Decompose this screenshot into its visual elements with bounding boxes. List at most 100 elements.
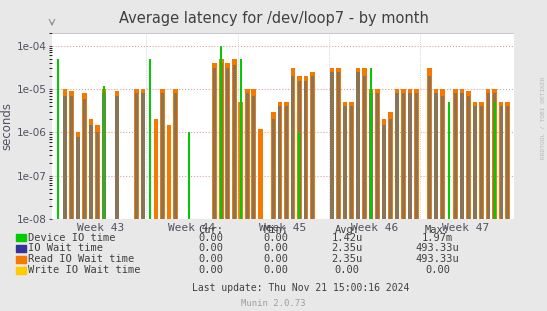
Bar bbox=[252, 89, 256, 219]
Bar bbox=[473, 102, 478, 219]
Bar bbox=[290, 68, 295, 219]
Bar bbox=[102, 93, 106, 219]
Bar bbox=[161, 93, 164, 219]
Bar bbox=[102, 89, 106, 219]
Bar bbox=[304, 76, 308, 219]
Bar bbox=[362, 68, 366, 219]
Bar bbox=[246, 93, 249, 219]
Bar bbox=[454, 93, 457, 219]
Bar bbox=[336, 68, 341, 219]
Bar bbox=[310, 72, 315, 219]
Text: 493.33u: 493.33u bbox=[416, 254, 459, 264]
Bar bbox=[382, 119, 386, 219]
Text: 0.00: 0.00 bbox=[198, 244, 223, 253]
Bar bbox=[297, 76, 301, 219]
Bar bbox=[467, 96, 470, 219]
Bar bbox=[173, 89, 178, 219]
Bar bbox=[284, 102, 289, 219]
Bar bbox=[311, 76, 314, 219]
Bar bbox=[291, 76, 294, 219]
Bar bbox=[427, 68, 432, 219]
Bar bbox=[213, 68, 217, 219]
Text: Write IO Wait time: Write IO Wait time bbox=[28, 265, 141, 275]
Text: Cur:: Cur: bbox=[198, 225, 223, 235]
Bar bbox=[344, 106, 347, 219]
Text: Read IO Wait time: Read IO Wait time bbox=[28, 254, 135, 264]
Bar bbox=[414, 89, 419, 219]
Bar bbox=[440, 89, 445, 219]
Text: 0.00: 0.00 bbox=[264, 244, 289, 253]
Bar bbox=[389, 119, 392, 219]
Bar bbox=[401, 89, 406, 219]
Bar bbox=[304, 81, 307, 219]
Bar bbox=[460, 89, 464, 219]
Text: 2.35u: 2.35u bbox=[331, 254, 363, 264]
Bar bbox=[428, 76, 431, 219]
Bar bbox=[232, 66, 236, 219]
Bar bbox=[298, 81, 301, 219]
Bar bbox=[63, 89, 67, 219]
Bar bbox=[375, 89, 380, 219]
Text: 0.00: 0.00 bbox=[198, 265, 223, 275]
Bar bbox=[434, 93, 438, 219]
Bar bbox=[220, 46, 222, 219]
Text: 0.00: 0.00 bbox=[425, 265, 450, 275]
Bar bbox=[226, 68, 229, 219]
Bar bbox=[154, 119, 159, 219]
Bar bbox=[492, 89, 497, 219]
Bar bbox=[461, 93, 464, 219]
Bar bbox=[252, 96, 255, 219]
Text: 0.00: 0.00 bbox=[198, 254, 223, 264]
Bar bbox=[69, 91, 74, 219]
Bar bbox=[409, 93, 412, 219]
Bar bbox=[363, 76, 366, 219]
Text: Avg:: Avg: bbox=[335, 225, 360, 235]
Text: Average latency for /dev/loop7 - by month: Average latency for /dev/loop7 - by mont… bbox=[119, 11, 428, 26]
Bar bbox=[474, 106, 477, 219]
Bar bbox=[141, 89, 146, 219]
Bar bbox=[70, 96, 73, 219]
Bar bbox=[188, 132, 190, 219]
Bar bbox=[89, 119, 94, 219]
Bar bbox=[298, 132, 300, 219]
Bar bbox=[506, 106, 509, 219]
Bar bbox=[467, 91, 471, 219]
Text: Min:: Min: bbox=[264, 225, 289, 235]
Text: Munin 2.0.73: Munin 2.0.73 bbox=[241, 299, 306, 308]
Bar bbox=[75, 132, 80, 219]
Bar bbox=[82, 93, 87, 219]
Bar bbox=[499, 102, 503, 219]
Bar bbox=[388, 112, 393, 219]
Y-axis label: seconds: seconds bbox=[1, 102, 14, 150]
Bar bbox=[453, 89, 458, 219]
Bar bbox=[369, 93, 373, 219]
Bar bbox=[499, 106, 503, 219]
Bar bbox=[395, 89, 399, 219]
Bar bbox=[142, 93, 145, 219]
Bar bbox=[135, 93, 138, 219]
Bar bbox=[448, 102, 450, 219]
Bar bbox=[245, 89, 249, 219]
Text: RRDTOOL / TOBI OETIKER: RRDTOOL / TOBI OETIKER bbox=[541, 77, 546, 160]
Bar bbox=[212, 63, 217, 219]
Bar bbox=[167, 125, 171, 219]
Text: 1.97m: 1.97m bbox=[422, 233, 453, 243]
Bar bbox=[330, 68, 334, 219]
Bar bbox=[408, 89, 412, 219]
Bar bbox=[369, 89, 373, 219]
Bar bbox=[441, 96, 444, 219]
Text: 493.33u: 493.33u bbox=[416, 244, 459, 253]
Text: 0.00: 0.00 bbox=[198, 233, 223, 243]
Bar bbox=[219, 63, 223, 219]
Bar bbox=[96, 132, 99, 219]
Bar bbox=[232, 59, 236, 219]
Bar bbox=[115, 96, 119, 219]
Bar bbox=[415, 93, 418, 219]
Bar bbox=[479, 102, 484, 219]
Bar bbox=[395, 93, 399, 219]
Bar bbox=[494, 102, 496, 219]
Bar bbox=[337, 72, 340, 219]
Bar bbox=[434, 89, 438, 219]
Bar bbox=[271, 112, 276, 219]
Bar bbox=[95, 125, 100, 219]
